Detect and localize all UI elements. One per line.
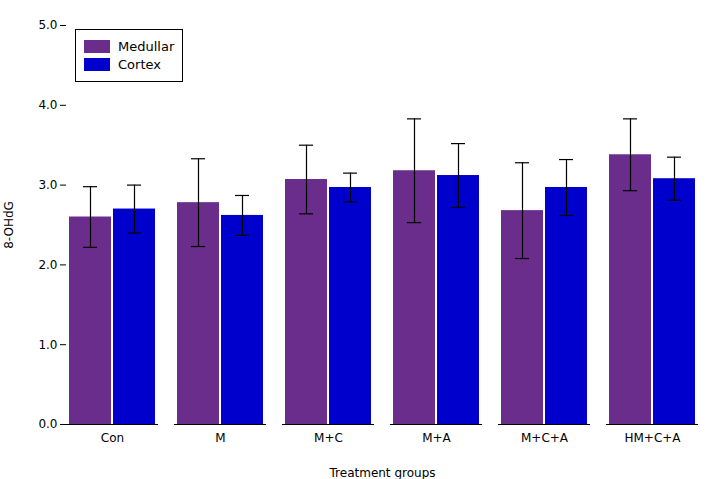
html-text:Cortex: Cortex bbox=[118, 57, 161, 72]
svg-text:2.0: 2.0 bbox=[38, 258, 57, 272]
svg-text:0.0: 0.0 bbox=[38, 417, 57, 431]
svg-text:Con: Con bbox=[101, 431, 124, 445]
svg-text:M+C: M+C bbox=[314, 431, 343, 445]
svg-text:4.0: 4.0 bbox=[38, 98, 57, 112]
svg-text:M: M bbox=[215, 431, 225, 445]
svg-text:Treatment groups: Treatment groups bbox=[329, 466, 436, 479]
svg-text:M+A: M+A bbox=[422, 431, 451, 445]
svg-text:5.0: 5.0 bbox=[38, 18, 57, 32]
html-text:Medullar: Medullar bbox=[118, 39, 175, 54]
svg-text:HM+C+A: HM+C+A bbox=[624, 431, 681, 445]
svg-text:1.0: 1.0 bbox=[38, 338, 57, 352]
svg-text:8-OHdG: 8-OHdG bbox=[2, 201, 16, 249]
svg-text:3.0: 3.0 bbox=[38, 178, 57, 192]
svg-text:M+C+A: M+C+A bbox=[521, 431, 569, 445]
